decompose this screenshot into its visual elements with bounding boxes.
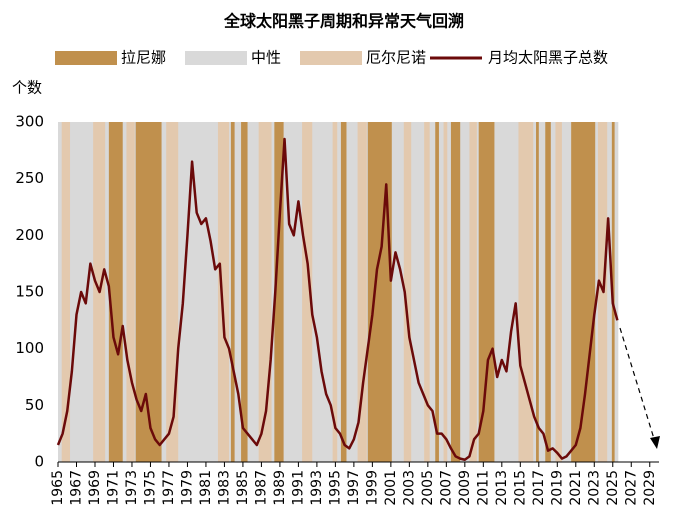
x-tick-label: 1987 xyxy=(253,470,269,506)
phase-band xyxy=(274,122,284,462)
y-tick-label: 200 xyxy=(15,226,44,244)
x-tick-label: 1999 xyxy=(364,470,380,506)
legend-swatch xyxy=(185,51,247,65)
arrow-head xyxy=(650,436,660,449)
x-tick-label: 1991 xyxy=(290,470,306,506)
x-tick-label: 1979 xyxy=(179,470,195,506)
x-tick-label: 2027 xyxy=(623,470,639,506)
y-tick-label: 100 xyxy=(15,339,44,357)
phase-band xyxy=(166,122,179,462)
x-tick-label: 2025 xyxy=(605,470,621,506)
legend-swatch xyxy=(300,51,362,65)
x-tick-label: 2017 xyxy=(531,470,547,506)
x-tick-label: 2019 xyxy=(549,470,565,506)
x-tick-label: 2021 xyxy=(568,470,584,506)
sunspot-line xyxy=(56,137,619,461)
phase-band xyxy=(536,122,539,462)
legend-label: 拉尼娜 xyxy=(121,49,166,67)
x-tick-label: 2003 xyxy=(401,470,417,506)
x-tick-label: 1983 xyxy=(216,470,232,506)
x-tick-label: 1965 xyxy=(50,470,66,506)
legend-label: 厄尔尼诺 xyxy=(366,49,426,67)
trend-arrow xyxy=(619,327,656,443)
x-tick-label: 2005 xyxy=(420,470,436,506)
x-tick-label: 1969 xyxy=(87,470,103,506)
x-tick-label: 1975 xyxy=(142,470,158,506)
phase-band xyxy=(126,122,135,462)
phase-band xyxy=(478,122,495,462)
phase-band xyxy=(332,122,338,462)
y-tick-label: 50 xyxy=(25,396,44,414)
phase-band xyxy=(450,122,461,462)
phase-band xyxy=(469,122,477,462)
legend-label: 中性 xyxy=(251,49,281,67)
phase-band xyxy=(424,122,430,462)
x-tick-label: 1973 xyxy=(124,470,140,506)
x-tick-label: 1993 xyxy=(309,470,325,506)
phase-band xyxy=(108,122,123,462)
y-tick-label: 150 xyxy=(15,283,44,301)
x-tick-label: 2029 xyxy=(642,470,658,506)
x-tick-label: 2009 xyxy=(457,470,473,506)
x-tick-label: 1971 xyxy=(105,470,121,506)
x-tick-label: 2015 xyxy=(512,470,528,506)
x-tick-label: 2011 xyxy=(475,470,491,506)
phase-band xyxy=(403,122,412,462)
phase-band xyxy=(367,122,392,462)
y-axis-label: 个数 xyxy=(12,79,42,97)
phase-band xyxy=(545,122,551,462)
x-tick-label: 2007 xyxy=(438,470,454,506)
phase-band xyxy=(61,122,71,462)
x-tick-label: 2013 xyxy=(494,470,510,506)
legend-swatch xyxy=(55,51,117,65)
x-tick-label: 1967 xyxy=(68,470,84,506)
phase-band xyxy=(230,122,235,462)
x-tick-label: 2023 xyxy=(586,470,602,506)
phase-band xyxy=(518,122,534,462)
x-tick-label: 2001 xyxy=(383,470,399,506)
x-tick-label: 1981 xyxy=(198,470,214,506)
x-tick-label: 1995 xyxy=(327,470,343,506)
x-tick-label: 1985 xyxy=(235,470,251,506)
phase-band xyxy=(217,122,230,462)
legend-label: 月均太阳黑子总数 xyxy=(488,49,608,67)
x-tick-label: 1997 xyxy=(346,470,362,506)
phase-band xyxy=(443,122,448,462)
phase-band xyxy=(340,122,347,462)
y-tick-label: 300 xyxy=(15,113,44,131)
phase-band xyxy=(357,122,367,462)
chart-title: 全球太阳黑子周期和异常天气回溯 xyxy=(223,12,464,31)
phase-band xyxy=(241,122,248,462)
phase-band xyxy=(555,122,562,462)
phase-band xyxy=(302,122,313,462)
x-tick-label: 1989 xyxy=(272,470,288,506)
y-tick-label: 0 xyxy=(34,453,44,471)
phase-band xyxy=(435,122,439,462)
y-tick-label: 250 xyxy=(15,169,44,187)
x-tick-label: 1977 xyxy=(161,470,177,506)
